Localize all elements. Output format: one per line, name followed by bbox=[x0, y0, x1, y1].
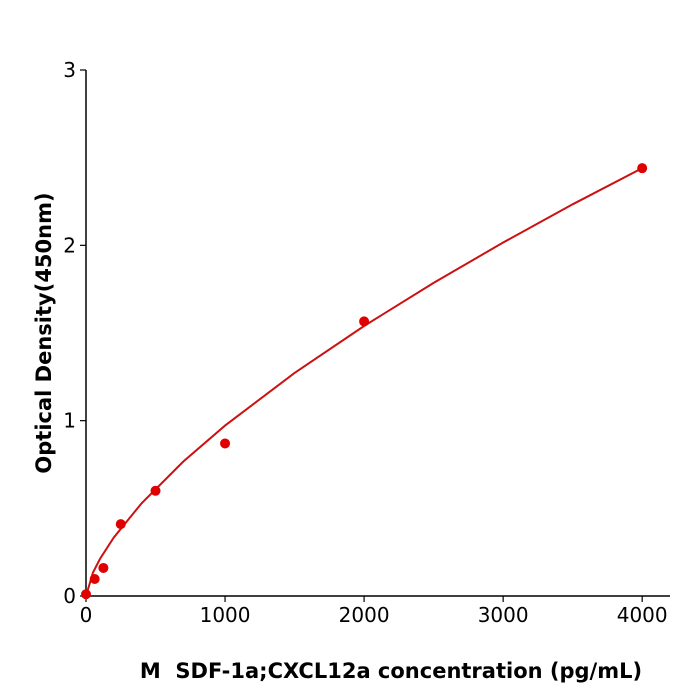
data-point bbox=[115, 519, 126, 530]
data-point bbox=[637, 163, 648, 174]
data-point bbox=[98, 562, 109, 573]
y-tick-label: 3 bbox=[63, 58, 76, 82]
x-tick-label: 1000 bbox=[200, 603, 251, 627]
data-point bbox=[89, 573, 100, 584]
y-tick-label: 0 bbox=[63, 584, 76, 608]
y-axis-title: Optical Density(450nm) bbox=[32, 192, 56, 473]
x-tick-label: 2000 bbox=[339, 603, 390, 627]
y-tick-label: 2 bbox=[63, 233, 76, 257]
x-tick-label: 4000 bbox=[617, 603, 668, 627]
data-point bbox=[150, 485, 161, 496]
y-tick-label: 1 bbox=[63, 409, 76, 433]
x-tick-label: 3000 bbox=[478, 603, 529, 627]
x-axis-title: M SDF-1a;CXCL12a concentration (pg/mL) bbox=[140, 659, 642, 683]
data-point bbox=[220, 438, 231, 449]
x-tick-label: 0 bbox=[80, 603, 93, 627]
data-point bbox=[81, 589, 91, 600]
fit-curve bbox=[85, 167, 643, 597]
data-point bbox=[359, 316, 370, 327]
